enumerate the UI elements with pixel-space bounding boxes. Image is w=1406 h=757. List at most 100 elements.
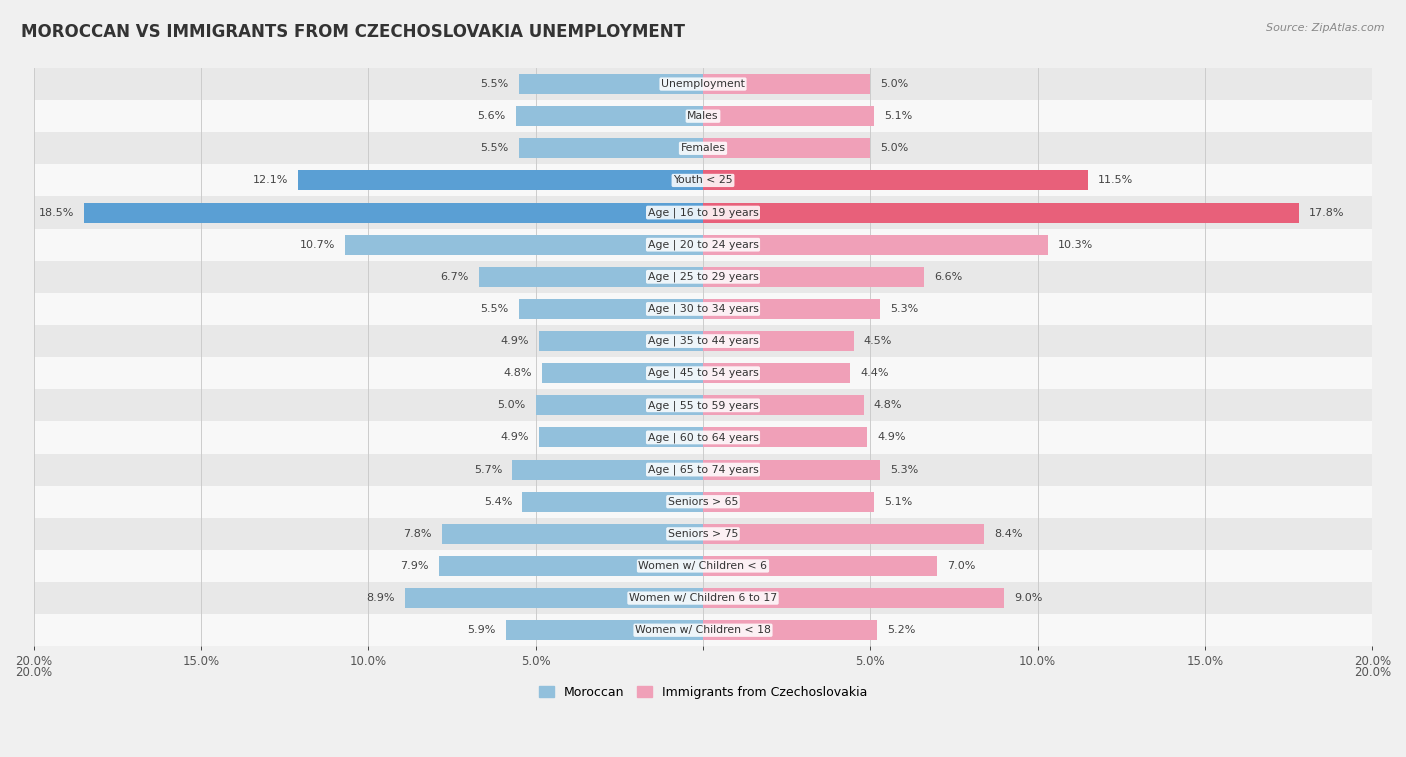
Text: Age | 65 to 74 years: Age | 65 to 74 years bbox=[648, 464, 758, 475]
Text: Age | 25 to 29 years: Age | 25 to 29 years bbox=[648, 272, 758, 282]
Text: 7.9%: 7.9% bbox=[401, 561, 429, 571]
Text: 17.8%: 17.8% bbox=[1309, 207, 1344, 217]
Text: 5.9%: 5.9% bbox=[467, 625, 495, 635]
Bar bbox=[34, 197, 1372, 229]
Bar bbox=[703, 235, 1047, 254]
Bar bbox=[512, 459, 703, 479]
Bar bbox=[703, 139, 870, 158]
Bar bbox=[703, 74, 870, 94]
Bar bbox=[543, 363, 703, 383]
Text: 7.0%: 7.0% bbox=[948, 561, 976, 571]
Bar bbox=[703, 524, 984, 544]
Text: 10.3%: 10.3% bbox=[1057, 240, 1092, 250]
Bar bbox=[84, 203, 703, 223]
Text: 4.8%: 4.8% bbox=[503, 368, 533, 378]
Text: 8.4%: 8.4% bbox=[994, 529, 1022, 539]
Text: 4.9%: 4.9% bbox=[501, 432, 529, 442]
Text: 5.7%: 5.7% bbox=[474, 465, 502, 475]
Text: Age | 35 to 44 years: Age | 35 to 44 years bbox=[648, 336, 758, 346]
Bar bbox=[34, 260, 1372, 293]
Bar bbox=[703, 428, 868, 447]
Bar bbox=[519, 299, 703, 319]
Bar bbox=[703, 299, 880, 319]
Text: Age | 45 to 54 years: Age | 45 to 54 years bbox=[648, 368, 758, 378]
Text: 6.6%: 6.6% bbox=[934, 272, 962, 282]
Bar bbox=[344, 235, 703, 254]
Text: 20.0%: 20.0% bbox=[1354, 665, 1391, 678]
Text: Unemployment: Unemployment bbox=[661, 79, 745, 89]
Bar bbox=[516, 106, 703, 126]
Bar bbox=[478, 267, 703, 287]
Text: Women w/ Children < 18: Women w/ Children < 18 bbox=[636, 625, 770, 635]
Text: 5.2%: 5.2% bbox=[887, 625, 915, 635]
Bar bbox=[298, 170, 703, 191]
Text: Seniors > 65: Seniors > 65 bbox=[668, 497, 738, 506]
Bar bbox=[703, 170, 1088, 191]
Bar bbox=[34, 582, 1372, 614]
Text: Females: Females bbox=[681, 143, 725, 154]
Bar bbox=[506, 620, 703, 640]
Text: 4.5%: 4.5% bbox=[863, 336, 891, 346]
Text: 20.0%: 20.0% bbox=[15, 665, 52, 678]
Bar bbox=[703, 203, 1299, 223]
Bar bbox=[34, 389, 1372, 422]
Bar bbox=[703, 363, 851, 383]
Text: 4.9%: 4.9% bbox=[877, 432, 905, 442]
Bar bbox=[34, 293, 1372, 325]
Text: Women w/ Children < 6: Women w/ Children < 6 bbox=[638, 561, 768, 571]
Text: 8.9%: 8.9% bbox=[367, 593, 395, 603]
Bar bbox=[34, 422, 1372, 453]
Bar bbox=[34, 100, 1372, 132]
Text: 5.1%: 5.1% bbox=[884, 497, 912, 506]
Bar bbox=[519, 74, 703, 94]
Bar bbox=[703, 267, 924, 287]
Text: 5.0%: 5.0% bbox=[880, 143, 908, 154]
Bar bbox=[538, 428, 703, 447]
Bar bbox=[703, 106, 873, 126]
Bar bbox=[536, 395, 703, 416]
Bar bbox=[703, 459, 880, 479]
Text: 5.5%: 5.5% bbox=[481, 79, 509, 89]
Text: 4.8%: 4.8% bbox=[873, 400, 903, 410]
Text: 5.5%: 5.5% bbox=[481, 143, 509, 154]
Text: 5.3%: 5.3% bbox=[890, 304, 918, 314]
Text: 5.5%: 5.5% bbox=[481, 304, 509, 314]
Bar bbox=[34, 325, 1372, 357]
Bar bbox=[34, 518, 1372, 550]
Text: Age | 60 to 64 years: Age | 60 to 64 years bbox=[648, 432, 758, 443]
Text: 9.0%: 9.0% bbox=[1014, 593, 1043, 603]
Text: Women w/ Children 6 to 17: Women w/ Children 6 to 17 bbox=[628, 593, 778, 603]
Bar bbox=[34, 357, 1372, 389]
Bar bbox=[34, 453, 1372, 486]
Text: 5.3%: 5.3% bbox=[890, 465, 918, 475]
Text: 12.1%: 12.1% bbox=[253, 176, 288, 185]
Bar bbox=[703, 620, 877, 640]
Text: 7.8%: 7.8% bbox=[404, 529, 432, 539]
Bar bbox=[34, 132, 1372, 164]
Text: 5.6%: 5.6% bbox=[477, 111, 506, 121]
Bar bbox=[538, 331, 703, 351]
Bar bbox=[34, 229, 1372, 260]
Bar bbox=[34, 68, 1372, 100]
Bar bbox=[703, 331, 853, 351]
Text: 6.7%: 6.7% bbox=[440, 272, 468, 282]
Bar bbox=[439, 556, 703, 576]
Text: 10.7%: 10.7% bbox=[299, 240, 335, 250]
Bar bbox=[34, 550, 1372, 582]
Text: Seniors > 75: Seniors > 75 bbox=[668, 529, 738, 539]
Bar bbox=[405, 588, 703, 608]
Bar bbox=[441, 524, 703, 544]
Text: Source: ZipAtlas.com: Source: ZipAtlas.com bbox=[1267, 23, 1385, 33]
Bar bbox=[703, 395, 863, 416]
Text: Youth < 25: Youth < 25 bbox=[673, 176, 733, 185]
Text: 5.0%: 5.0% bbox=[880, 79, 908, 89]
Text: 5.0%: 5.0% bbox=[498, 400, 526, 410]
Bar bbox=[703, 588, 1004, 608]
Text: Age | 16 to 19 years: Age | 16 to 19 years bbox=[648, 207, 758, 218]
Text: 18.5%: 18.5% bbox=[38, 207, 73, 217]
Bar bbox=[519, 139, 703, 158]
Bar bbox=[703, 492, 873, 512]
Bar bbox=[34, 486, 1372, 518]
Text: 5.1%: 5.1% bbox=[884, 111, 912, 121]
Bar bbox=[522, 492, 703, 512]
